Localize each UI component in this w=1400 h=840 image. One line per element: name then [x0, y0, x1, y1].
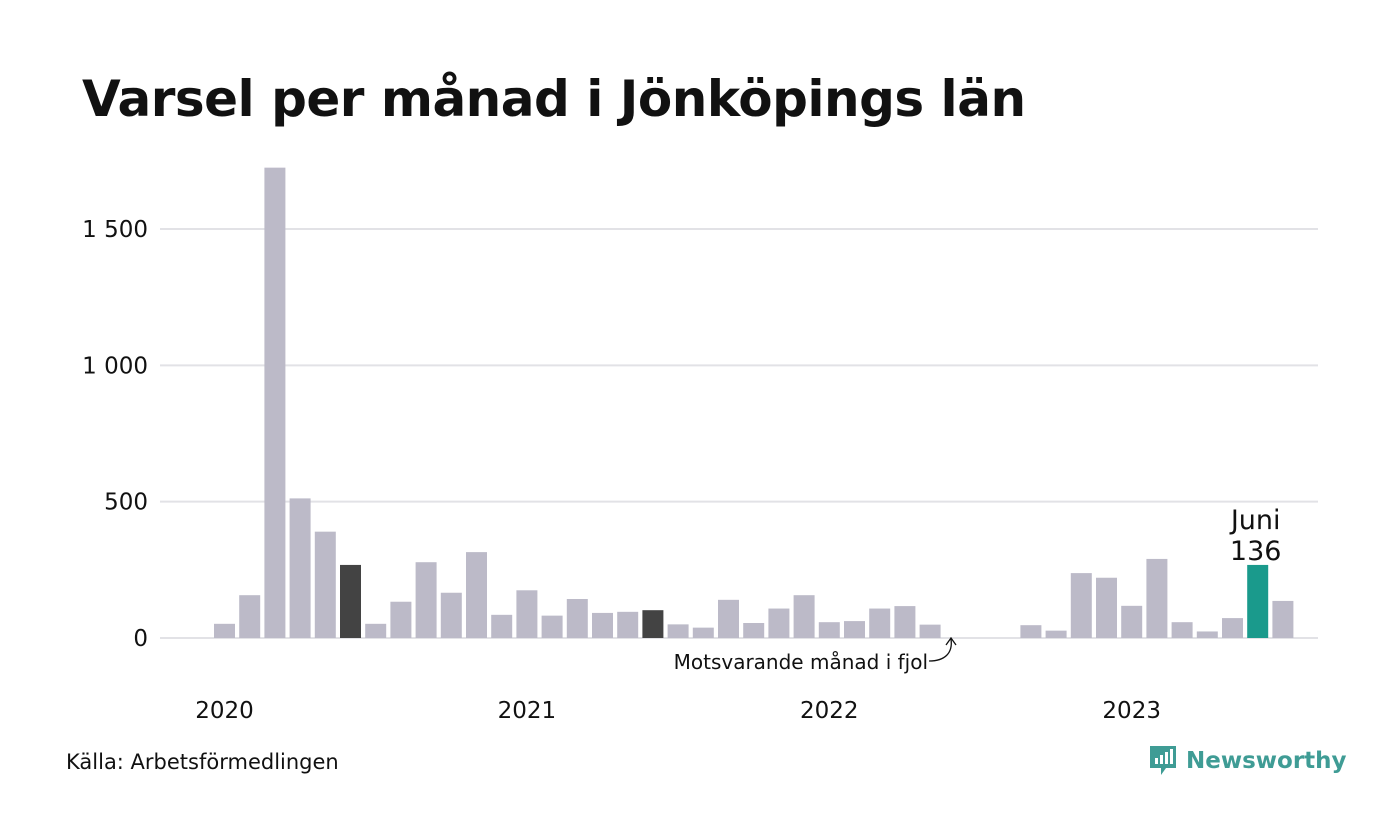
bar-2020-07 [365, 623, 387, 638]
bar-2021-07 [667, 624, 689, 638]
bar-2020-05 [314, 531, 336, 638]
bar-2022-10 [1045, 630, 1067, 638]
y-tick-label: 1 500 [82, 217, 148, 243]
bar-2020-10 [440, 592, 462, 638]
y-tick-label: 1 000 [82, 353, 148, 379]
brand-name: Newsworthy [1186, 748, 1347, 774]
bar-2023-01 [1121, 605, 1143, 638]
bar-2020-02 [239, 595, 261, 638]
bars [214, 167, 1294, 638]
previous-year-arrowhead [945, 636, 957, 646]
bar-2020-04 [289, 498, 311, 638]
bar-2020-11 [466, 552, 487, 638]
bar-2023-03 [1171, 622, 1193, 638]
x-tick-label: 2023 [1102, 698, 1161, 724]
previous-year-arrow [928, 638, 952, 662]
bar-2022-05 [919, 624, 941, 638]
bar-2020-03 [264, 167, 286, 638]
bar-2020-08 [390, 601, 412, 638]
current-month-label: Juni [1229, 505, 1281, 536]
bar-2020-09 [415, 562, 437, 638]
bar-2021-06 [642, 610, 664, 638]
bar-2022-12 [1096, 577, 1117, 638]
bar-2020-06 [340, 564, 361, 638]
bar-2021-02 [541, 615, 563, 638]
current-value-label: 136 [1230, 536, 1282, 567]
bar-2022-04 [894, 606, 916, 638]
bar-2022-03 [869, 608, 891, 638]
bar-undefined [1272, 600, 1294, 638]
bar-2021-10 [743, 623, 765, 638]
previous-year-annotation: Motsvarande månad i fjol [674, 650, 928, 674]
annotations: Motsvarande månad i fjol Juni 136 [674, 505, 1282, 674]
y-tick-label: 500 [104, 490, 148, 516]
bar-2021-11 [768, 608, 790, 638]
bar-2023-02 [1146, 558, 1168, 638]
source-text: Källa: Arbetsförmedlingen [66, 750, 339, 774]
x-tick-label: 2020 [195, 698, 254, 724]
x-tick-label: 2021 [498, 698, 557, 724]
y-axis-ticks: 0 500 1 000 1 500 [82, 217, 148, 652]
chart-title: Varsel per månad i Jönköpings län [82, 70, 1026, 128]
bar-2021-09 [718, 599, 739, 638]
bar-2022-09 [1020, 625, 1042, 638]
bar-2020-12 [491, 614, 513, 638]
bar-2021-04 [592, 612, 613, 638]
bar-2021-05 [617, 611, 639, 638]
bar-2023-05 [1222, 618, 1243, 638]
bar-2022-01 [818, 622, 840, 638]
newsworthy-logo-icon [1150, 746, 1176, 775]
bar-2022-02 [844, 621, 865, 638]
x-tick-label: 2022 [800, 698, 859, 724]
bar-2020-01 [214, 623, 235, 638]
x-axis-ticks: 2020 2021 2022 2023 [195, 698, 1161, 724]
y-tick-label: 0 [133, 626, 148, 652]
bar-2023-04 [1196, 631, 1218, 638]
bar-2021-08 [692, 627, 714, 638]
bar-2021-01 [516, 590, 538, 638]
bar-2023-06 [1247, 564, 1269, 638]
bar-2021-03 [566, 599, 588, 638]
bar-2022-11 [1070, 573, 1092, 638]
brand-logo: Newsworthy [1148, 744, 1347, 778]
bar-2021-12 [793, 595, 815, 638]
